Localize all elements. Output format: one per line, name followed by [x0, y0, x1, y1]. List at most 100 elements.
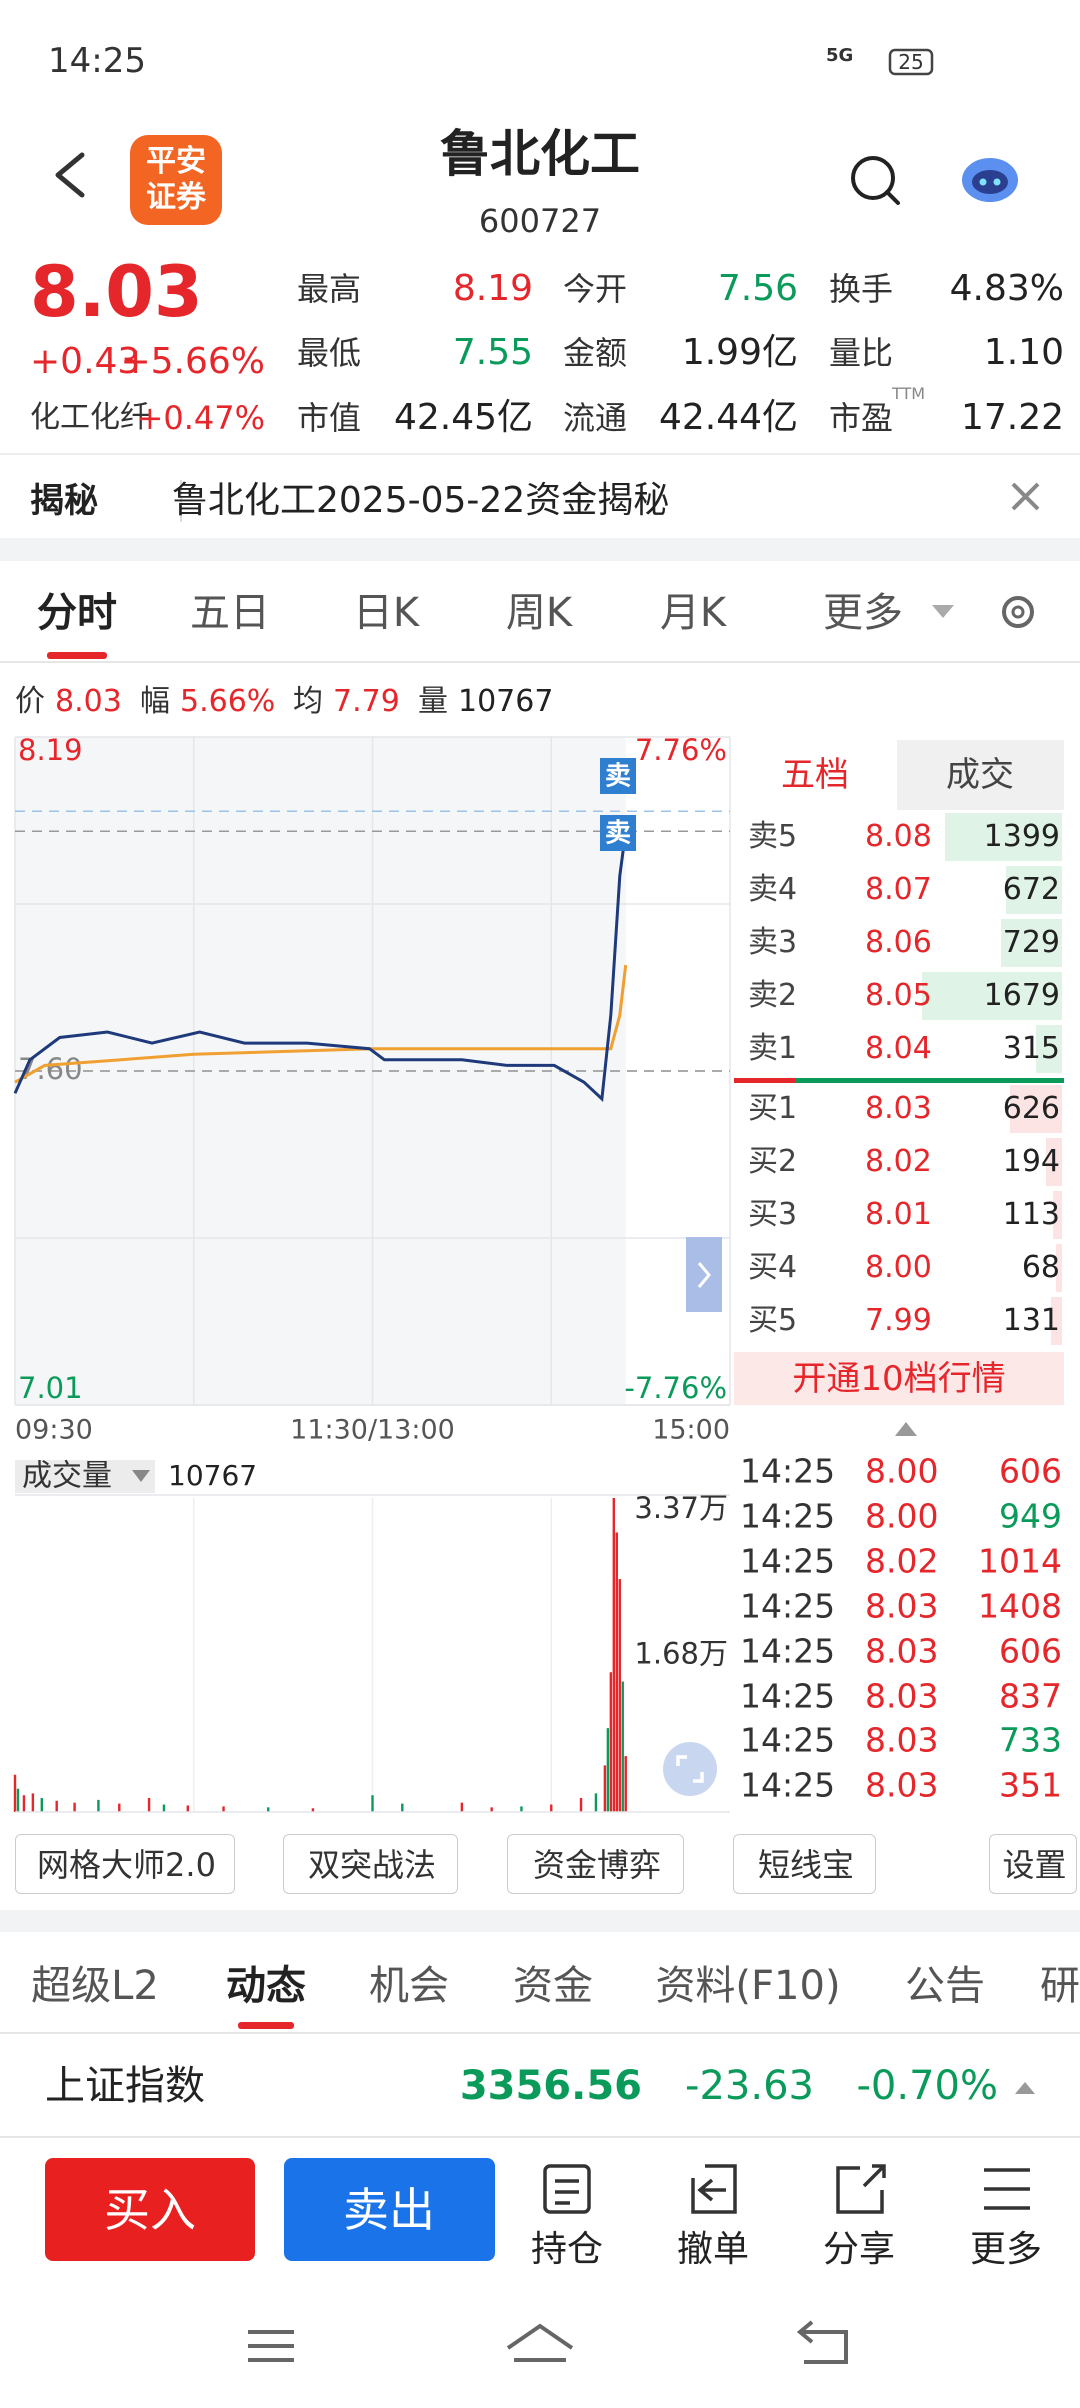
book-volume: 194 — [1002, 1144, 1060, 1179]
book-price: 8.03 — [865, 1091, 932, 1126]
chart-tab[interactable]: 五日 — [190, 590, 270, 636]
book-level: 卖1 — [748, 1031, 798, 1066]
volume-bar — [13, 1774, 17, 1812]
buy-button[interactable] — [45, 2158, 255, 2261]
volume-bar — [621, 1681, 624, 1812]
trade-price: 8.03 — [865, 1676, 939, 1715]
trade-time: 14:25 — [740, 1586, 836, 1626]
action-label[interactable]: 持仓 — [530, 2229, 604, 2270]
volume-tick-label: 3.37万 — [634, 1491, 728, 1525]
tool-label[interactable]: 短线宝 — [757, 1846, 855, 1884]
nav-home[interactable] — [506, 2323, 574, 2362]
stock-code: 600727 — [478, 202, 602, 240]
book-tab[interactable]: 五档 — [781, 755, 849, 795]
trade-time: 14:25 — [740, 1496, 836, 1536]
volume-bar — [603, 1765, 607, 1812]
trade-time: 14:25 — [740, 1451, 836, 1491]
trade-price: 8.00 — [865, 1451, 939, 1491]
chart-tab[interactable]: 分时 — [37, 590, 117, 636]
tabs2-divider — [0, 2032, 1080, 2034]
banner-text[interactable]: 鲁北化工2025-05-22资金揭秘 — [172, 480, 670, 521]
sell-label[interactable]: 卖出 — [343, 2183, 435, 2237]
book-volume-bar — [1045, 1138, 1062, 1186]
chart-tab[interactable]: 月K — [659, 590, 727, 636]
volume-bar — [615, 1532, 618, 1812]
share-icon[interactable] — [836, 2164, 886, 2214]
chart-tab[interactable]: 日K — [352, 590, 420, 636]
tool-button[interactable] — [989, 1834, 1077, 1894]
info-tab[interactable]: 资金 — [513, 1963, 593, 2009]
book-volume: 131 — [1002, 1303, 1060, 1338]
y2-tick-label: 7.76% — [635, 733, 727, 767]
info-tab[interactable]: 超级L2 — [31, 1963, 159, 2009]
tool-button[interactable] — [507, 1834, 684, 1894]
cancel-icon[interactable] — [691, 2164, 737, 2214]
book-level: 卖3 — [748, 925, 798, 960]
book-tab[interactable]: 成交 — [946, 755, 1014, 795]
promo-text[interactable]: 开通10档行情 — [792, 1359, 1006, 1399]
volume-bar — [311, 1808, 315, 1812]
trade-marker-label: 卖 — [605, 762, 631, 792]
action-label[interactable]: 更多 — [969, 2229, 1043, 2270]
book-level: 买4 — [748, 1250, 798, 1285]
x-tick-label: 15:00 — [652, 1415, 730, 1446]
trade-price: 8.00 — [865, 1496, 939, 1536]
info-tab[interactable]: 研 — [1040, 1963, 1080, 2009]
search-icon[interactable] — [851, 156, 895, 200]
tool-button[interactable] — [283, 1834, 458, 1894]
close-icon[interactable] — [1011, 482, 1040, 511]
index-name: 上证指数 — [45, 2063, 205, 2109]
tool-label[interactable]: 设置 — [1002, 1846, 1067, 1884]
promo-bg[interactable] — [734, 1352, 1064, 1405]
dropdown-icon[interactable] — [932, 605, 954, 618]
info-tab[interactable]: 机会 — [369, 1963, 449, 2009]
settings-icon-core — [1011, 605, 1025, 619]
tool-label[interactable]: 网格大师2.0 — [37, 1846, 216, 1884]
x-tick-label: 09:30 — [15, 1415, 93, 1446]
panel-toggle — [686, 1237, 722, 1312]
action-label[interactable]: 分享 — [822, 2229, 896, 2270]
book-volume: 315 — [1002, 1031, 1060, 1066]
sell-button[interactable] — [284, 2158, 495, 2261]
info-value: 5.66% — [180, 684, 276, 719]
x-tick-label: 11:30/13:00 — [290, 1415, 455, 1446]
tool-button[interactable] — [15, 1834, 235, 1894]
intraday-chart: 8.19 7.60 7.01 7.76% -7.76% 卖卖 09:30 11:30/13:0… — [13, 733, 731, 1813]
index-divider — [0, 2136, 1080, 2138]
nav-back[interactable] — [796, 2320, 848, 2364]
info-value: 7.79 — [333, 684, 400, 719]
tool-label[interactable]: 资金博弈 — [532, 1846, 662, 1884]
chart-tab[interactable]: 周K — [505, 590, 573, 636]
buy-label[interactable]: 买入 — [104, 2183, 196, 2237]
info-tab[interactable]: 资料(F10) — [655, 1963, 841, 2009]
book-volume: 1399 — [983, 819, 1060, 854]
more-icon[interactable] — [984, 2168, 1030, 2210]
index-expand-icon[interactable] — [1015, 2082, 1035, 2094]
search-icon-handle — [885, 190, 900, 205]
settings-icon[interactable] — [1002, 596, 1034, 628]
book-level: 卖5 — [748, 819, 798, 854]
last-price: 8.03 — [30, 251, 203, 333]
volume-bar — [594, 1793, 598, 1812]
info-label: 量 — [418, 684, 448, 719]
chart-tab[interactable]: 更多 — [823, 590, 903, 636]
holdings-icon[interactable] — [543, 2164, 591, 2214]
trade-volume: 1014 — [978, 1541, 1062, 1581]
book-tab-inactive[interactable] — [897, 740, 1064, 810]
index-value: 3356.56 — [459, 2063, 642, 2109]
tool-button[interactable] — [733, 1834, 876, 1894]
stat-label: 最低 — [297, 334, 362, 372]
volume-bar — [606, 1728, 610, 1812]
info-tab[interactable]: 公告 — [905, 1963, 985, 2009]
tool-label[interactable]: 双突战法 — [307, 1846, 437, 1884]
info-tab[interactable]: 动态 — [226, 1963, 306, 2009]
back-icon[interactable] — [55, 152, 85, 198]
action-label[interactable]: 撤单 — [676, 2229, 750, 2270]
trades-up-icon[interactable] — [895, 1422, 917, 1436]
stat-label: 流通 — [563, 399, 628, 437]
stat-value: 7.55 — [452, 332, 533, 373]
stat-label: 换手 — [829, 270, 894, 308]
assistant-face — [972, 170, 1008, 194]
nav-menu[interactable] — [248, 2330, 294, 2362]
